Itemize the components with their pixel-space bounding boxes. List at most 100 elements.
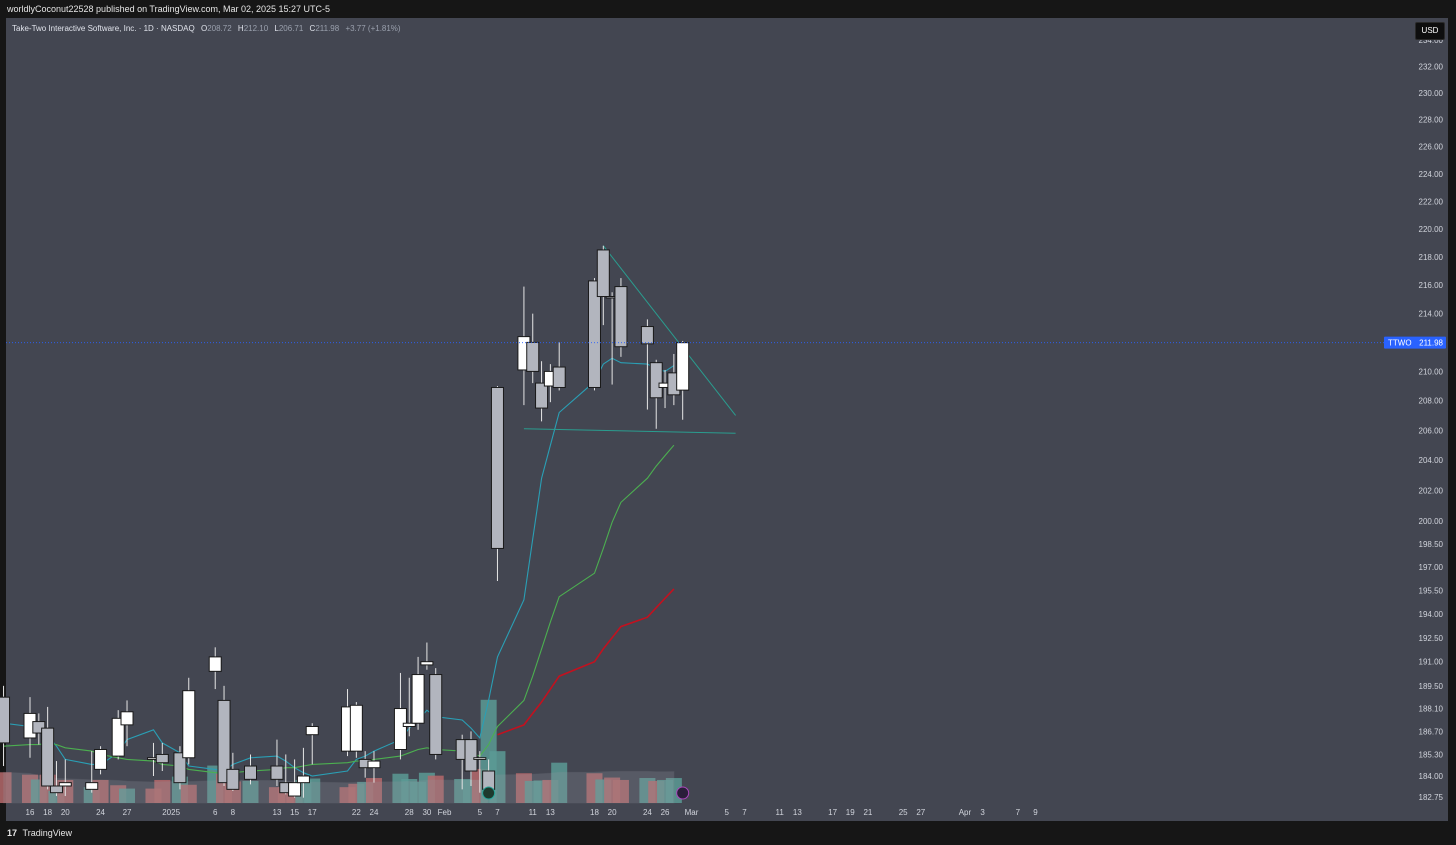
time-axis-tick-label: 25 xyxy=(899,808,908,817)
candle-body[interactable] xyxy=(155,753,169,764)
candle-body[interactable] xyxy=(0,696,11,744)
candle-body[interactable] xyxy=(173,752,187,784)
candle-body[interactable] xyxy=(305,725,319,736)
publish-note: worldlyCoconut22528 published on Trading… xyxy=(7,4,331,14)
volume-bar xyxy=(427,775,444,803)
time-axis-tick-label: 18 xyxy=(590,808,599,817)
close-value: 211.98 xyxy=(315,24,340,33)
price-axis-tick-label: 186.70 xyxy=(1419,727,1444,736)
publish-header: worldlyCoconut22528 published on Trading… xyxy=(0,0,1456,18)
time-axis-tick-label: 18 xyxy=(43,808,52,817)
trendline[interactable] xyxy=(602,245,736,416)
candle-body[interactable] xyxy=(244,765,257,780)
price-axis-tick-label: 182.75 xyxy=(1419,793,1444,802)
candle-body[interactable] xyxy=(85,782,99,790)
candle-body[interactable] xyxy=(367,760,381,769)
candle-body[interactable] xyxy=(420,661,434,666)
price-axis-tick-label: 230.00 xyxy=(1419,89,1444,98)
candle-body[interactable] xyxy=(411,674,425,724)
price-axis[interactable]: 234.00 232.00 230.00 228.00 226.00 224.00 222.… xyxy=(1384,36,1446,802)
time-axis-tick-label: Feb xyxy=(438,808,452,817)
volume-bar xyxy=(365,778,382,803)
candle-body[interactable] xyxy=(226,768,240,790)
candle-body[interactable] xyxy=(208,656,222,672)
candle-body[interactable] xyxy=(120,711,134,726)
candle-body[interactable] xyxy=(640,326,654,345)
trendline[interactable] xyxy=(523,428,736,434)
price-axis-tick-label: 184.00 xyxy=(1419,772,1444,781)
price-axis-tick-label: 234.00 xyxy=(1419,36,1444,45)
volume-bar xyxy=(154,779,171,803)
time-axis-tick-label: 17 xyxy=(308,808,317,817)
candle-body[interactable] xyxy=(217,699,231,784)
candle-body[interactable] xyxy=(535,382,549,409)
candle-body[interactable] xyxy=(402,722,416,727)
price-axis-tick-label: 204.00 xyxy=(1419,456,1444,465)
candle-body[interactable] xyxy=(32,721,46,734)
time-axis-tick-label: 24 xyxy=(643,808,652,817)
candle-body[interactable] xyxy=(614,286,628,348)
candle-body[interactable] xyxy=(58,782,72,787)
candle-body[interactable] xyxy=(587,280,601,388)
candle-body[interactable] xyxy=(552,366,566,388)
volume-bar xyxy=(304,778,321,803)
candle-body[interactable] xyxy=(464,739,478,772)
tradingview-logo-icon[interactable]: 17 xyxy=(7,828,18,838)
candle-body[interactable] xyxy=(288,782,302,797)
price-axis-tick-label: 232.00 xyxy=(1419,62,1444,71)
upcoming-event-icon[interactable] xyxy=(676,786,690,800)
candle-body[interactable] xyxy=(270,765,284,780)
time-axis[interactable]: 16 18 20 24 27 2025 6 8 13 15 17 22 24 28 30 Feb 5 7 11 13 1… xyxy=(26,808,1039,817)
time-axis-tick-label: 3 xyxy=(980,808,985,817)
volume-bar xyxy=(119,788,136,803)
moving-average-layer xyxy=(3,357,675,777)
candle-body[interactable] xyxy=(649,362,663,399)
event-markers[interactable] xyxy=(482,786,690,800)
symbol-title[interactable]: Take-Two Interactive Software, Inc. · 1D… xyxy=(12,24,195,33)
symbol-legend: Take-Two Interactive Software, Inc. · 1D… xyxy=(12,24,401,34)
candle-layer[interactable] xyxy=(0,245,690,798)
chart-panel[interactable] xyxy=(6,18,1448,821)
time-axis-tick-label: 27 xyxy=(123,808,132,817)
last-price-value: 211.98 xyxy=(1419,339,1443,348)
candle-body[interactable] xyxy=(41,727,55,787)
candle-body[interactable] xyxy=(596,249,610,298)
time-axis-tick-label: 13 xyxy=(546,808,555,817)
brand-name[interactable]: TradingView xyxy=(22,828,73,838)
price-axis-tick-label: 197.00 xyxy=(1419,563,1444,572)
volume-bar xyxy=(551,762,568,803)
candle-body[interactable] xyxy=(49,785,63,794)
candle-body[interactable] xyxy=(296,775,310,784)
time-axis-tick-label: 24 xyxy=(370,808,379,817)
time-axis-tick-label: 24 xyxy=(96,808,105,817)
last-price-symbol: TTWO xyxy=(1388,339,1412,348)
candle-body[interactable] xyxy=(490,386,504,549)
time-axis-tick-label: 19 xyxy=(846,808,855,817)
price-axis-tick-label: 222.00 xyxy=(1419,197,1444,206)
currency-button[interactable]: USD xyxy=(1415,22,1445,40)
candle-body[interactable] xyxy=(94,748,108,770)
earnings-event-icon[interactable] xyxy=(482,786,496,800)
last-price-tag[interactable]: TTWO 211.98 xyxy=(1384,336,1446,349)
price-axis-tick-label: 216.00 xyxy=(1419,281,1444,290)
volume-bar xyxy=(612,779,629,803)
candle-body[interactable] xyxy=(676,342,690,391)
high-label: H xyxy=(237,24,244,33)
low-label: L xyxy=(274,24,279,33)
moving-average-line-mid xyxy=(3,444,675,774)
candle-body[interactable] xyxy=(526,341,540,372)
time-axis-tick-label: 17 xyxy=(828,808,837,817)
price-axis-tick-label: 191.00 xyxy=(1419,658,1444,667)
price-axis-tick-label: 189.50 xyxy=(1419,682,1444,691)
candle-body[interactable] xyxy=(111,717,125,757)
time-axis-tick-label: 5 xyxy=(725,808,730,817)
moving-average-line-fast xyxy=(3,357,675,777)
candle-body[interactable] xyxy=(349,704,363,752)
candle-body[interactable] xyxy=(429,674,443,755)
candle-body[interactable] xyxy=(473,757,487,760)
candle-body[interactable] xyxy=(182,690,196,759)
time-axis-tick-label: 2025 xyxy=(162,808,180,817)
trendline-layer[interactable] xyxy=(523,245,736,434)
candle-body[interactable] xyxy=(393,708,407,750)
